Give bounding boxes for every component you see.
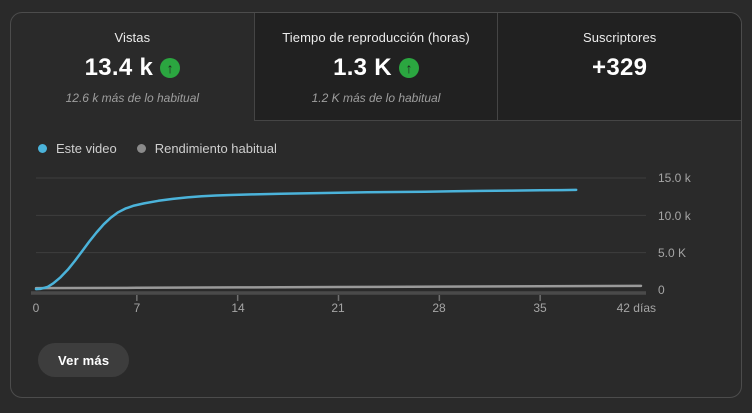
metric-tab-subscribers[interactable]: Suscriptores +329 xyxy=(497,13,742,121)
tab-title: Vistas xyxy=(114,30,151,45)
y-axis-label: 15.0 k xyxy=(658,171,691,185)
metric-value: 13.4 k xyxy=(84,54,154,81)
y-axis-label: 10.0 k xyxy=(658,209,691,223)
legend-item-this-video[interactable]: Este video xyxy=(38,141,117,156)
x-axis-label: 28 xyxy=(432,301,446,315)
x-axis-label: 42 días xyxy=(616,301,656,315)
chart-legend: Este video Rendimiento habitual xyxy=(38,141,277,156)
legend-label: Este video xyxy=(56,141,117,156)
legend-label: Rendimiento habitual xyxy=(154,141,277,156)
legend-dot-gray-icon xyxy=(136,144,146,153)
y-axis-label: 5.0 K xyxy=(658,246,687,260)
metric-tab-watch-time[interactable]: Tiempo de reproducción (horas) 1.3 K ↑ 1… xyxy=(253,13,498,121)
metric-subtitle: 12.6 k más de lo habitual xyxy=(65,91,200,105)
x-axis-label: 7 xyxy=(133,301,141,315)
x-axis-label: 14 xyxy=(231,301,245,315)
metric-tab-views[interactable]: Vistas 13.4 k ↑ 12.6 k más de lo habitua… xyxy=(11,13,254,121)
trend-up-icon: ↑ xyxy=(160,58,181,78)
metric-value: 1.3 K xyxy=(333,54,392,81)
x-axis-label: 21 xyxy=(331,301,345,315)
x-axis-label: 35 xyxy=(533,301,547,315)
y-axis-label: 0 xyxy=(658,283,665,297)
analytics-card: Vistas 13.4 k ↑ 12.6 k más de lo habitua… xyxy=(10,12,742,398)
legend-item-typical-performance[interactable]: Rendimiento habitual xyxy=(136,141,277,156)
legend-dot-blue-icon xyxy=(38,144,47,153)
x-axis-label: 0 xyxy=(32,301,40,315)
metric-value: +329 xyxy=(592,54,648,81)
tab-title: Suscriptores xyxy=(582,30,657,45)
trend-up-icon: ↑ xyxy=(398,58,419,78)
chart-svg[interactable] xyxy=(31,166,656,313)
metric-subtitle: 1.2 K más de lo habitual xyxy=(311,91,441,105)
tab-title: Tiempo de reproducción (horas) xyxy=(282,30,470,45)
metric-tabs: Vistas 13.4 k ↑ 12.6 k más de lo habitua… xyxy=(11,13,742,121)
see-more-button[interactable]: Ver más xyxy=(38,343,130,377)
